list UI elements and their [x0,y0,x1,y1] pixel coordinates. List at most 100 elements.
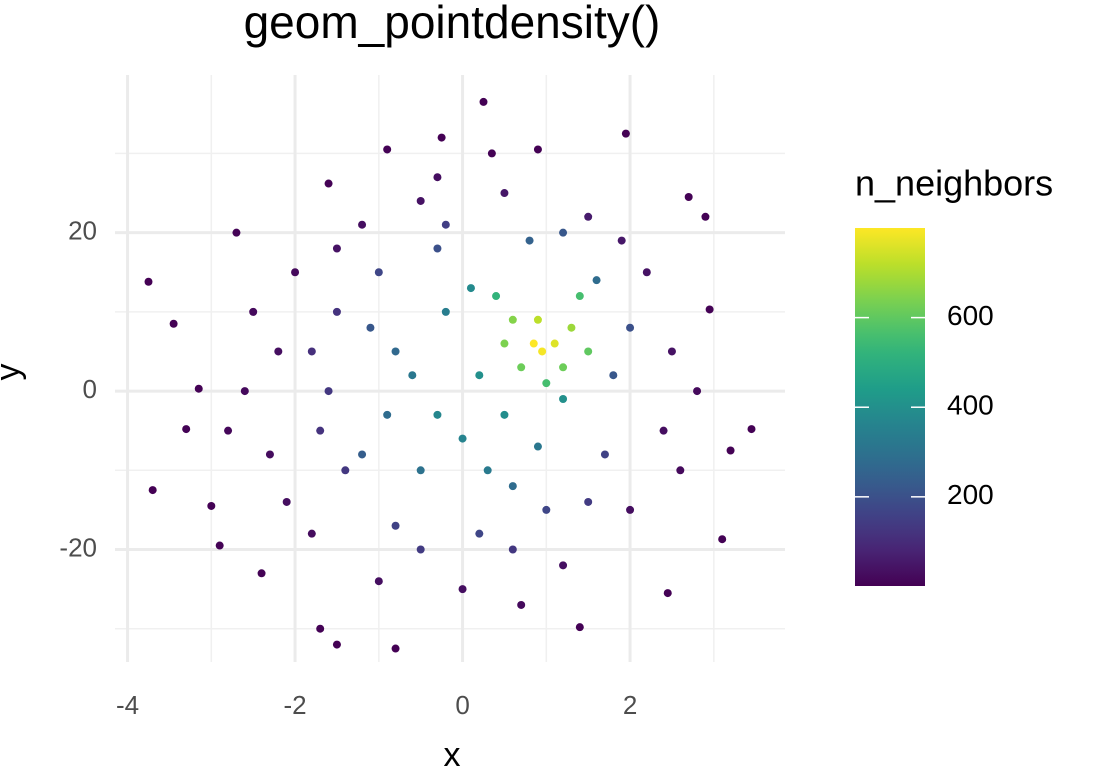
point [542,379,551,388]
point [726,446,735,455]
point [332,244,341,253]
point [316,624,325,633]
point [391,347,400,356]
legend-title: n_neighbors [855,163,1053,204]
point [659,426,668,435]
colorbar-label: 400 [947,390,994,421]
point [437,133,446,142]
point [533,315,542,324]
point [265,450,274,459]
point [416,466,425,475]
point [257,569,266,578]
point [182,425,191,434]
point [533,442,542,451]
point [307,347,316,356]
point [441,220,450,229]
point [475,529,484,538]
point [626,505,635,514]
chart-title: geom_pointdensity() [244,0,661,48]
point [324,179,333,188]
point [525,236,534,245]
point [374,268,383,277]
y-tick-label: 0 [83,374,97,404]
point [383,145,392,154]
point [358,450,367,459]
point [169,319,178,328]
point [609,371,618,380]
point [621,129,630,138]
point [483,466,492,475]
point [458,434,467,443]
point [207,501,216,510]
point [224,426,233,435]
point [282,497,291,506]
point [500,410,509,419]
point [383,410,392,419]
point [517,363,526,372]
point [667,347,676,356]
point [433,410,442,419]
point [416,545,425,554]
point [391,521,400,530]
point [144,277,153,286]
point [559,561,568,570]
x-tick-label: 0 [455,690,469,720]
point [747,425,756,434]
point [324,387,333,396]
point [542,505,551,514]
point [584,212,593,221]
point [676,466,685,475]
point [575,292,584,301]
point [374,577,383,586]
point [718,535,727,544]
colorbar-label: 200 [947,479,994,510]
point [358,220,367,229]
point [316,426,325,435]
point [475,371,484,380]
point [433,244,442,253]
colorbar-label: 600 [947,300,994,331]
point [684,192,693,201]
point [538,347,547,356]
point [617,236,626,245]
point [517,600,526,609]
point [240,387,249,396]
point [508,482,517,491]
point [492,292,501,301]
point [416,196,425,205]
point [705,305,714,314]
point [341,466,350,475]
point [408,371,417,380]
point [584,497,593,506]
y-tick-label: -20 [59,532,97,562]
point [232,228,241,237]
x-tick-label: 2 [623,690,637,720]
point [584,347,593,356]
point [529,339,538,348]
x-axis-label: x [444,736,461,771]
point [626,323,635,332]
point [500,339,509,348]
point [148,486,157,495]
point [508,545,517,554]
point [559,228,568,237]
point [663,589,672,598]
point [559,394,568,403]
point [332,307,341,316]
point [479,97,488,106]
x-tick-label: -2 [284,690,307,720]
point [307,529,316,538]
point [458,585,467,594]
point [391,644,400,653]
point [433,173,442,182]
point [500,189,509,198]
point [441,307,450,316]
point [575,623,584,632]
point [533,145,542,154]
point [332,640,341,649]
point [487,149,496,158]
y-axis-label: y [0,364,27,381]
point [249,307,258,316]
point [567,323,576,332]
